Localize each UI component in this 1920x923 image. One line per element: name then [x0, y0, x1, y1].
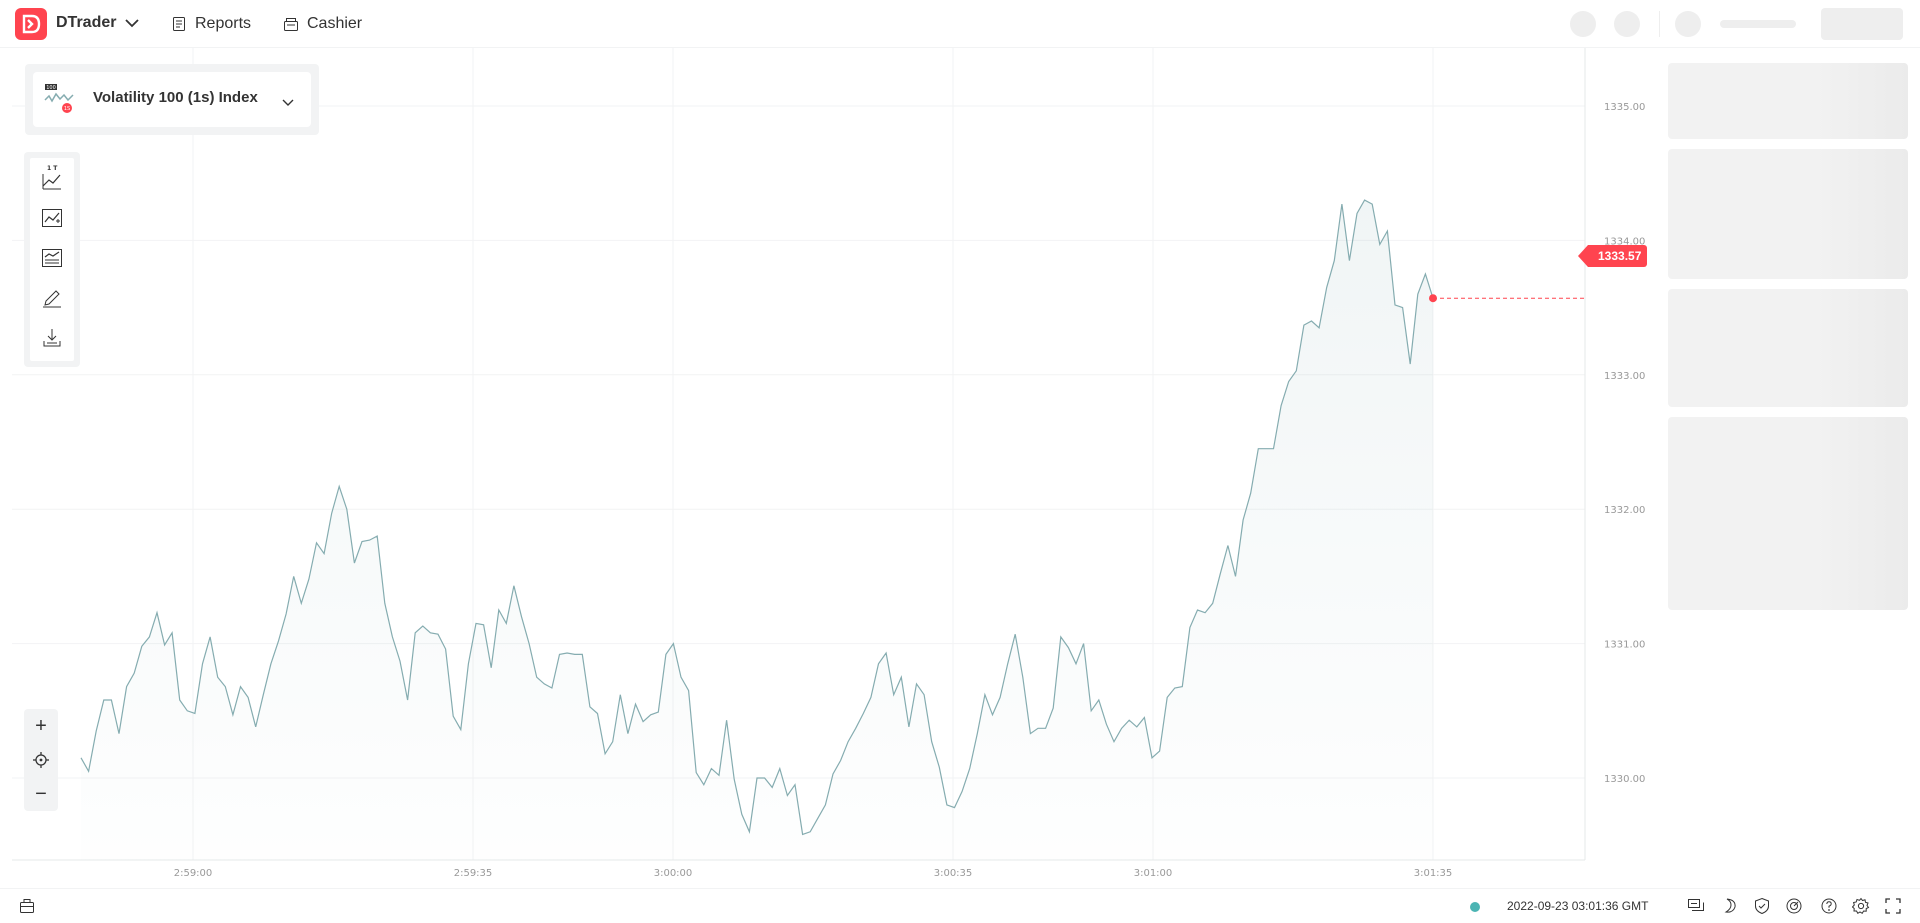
templates-button[interactable]	[30, 238, 74, 278]
x-tick-label: 3:01:00	[1134, 868, 1173, 879]
chart-type-button[interactable]: 1 T	[30, 158, 74, 198]
loading-placeholder-circle	[1570, 11, 1596, 37]
settings-icon[interactable]	[1852, 897, 1870, 915]
y-tick-label: 1335.00	[1604, 102, 1645, 113]
nav-reports-label: Reports	[195, 15, 252, 32]
loading-placeholder-panel	[1668, 149, 1908, 279]
chart-type-badge: 1 T	[47, 165, 58, 172]
drawing-tools-icon	[43, 290, 61, 308]
price-area-fill	[81, 200, 1433, 861]
app-switcher-label[interactable]: DTrader	[56, 14, 117, 31]
market-name: Volatility 100 (1s) Index	[93, 89, 258, 106]
chat-icon[interactable]	[1687, 897, 1705, 915]
loading-placeholder-panel	[1668, 417, 1908, 610]
nav-cashier-label: Cashier	[307, 15, 363, 32]
chart-canvas[interactable]: 1335.00 1334.00 1333.00 1332.00 1331.00 1330.…	[0, 48, 1660, 888]
loading-placeholder-avatar	[1675, 11, 1701, 37]
nav-reports-link[interactable]: Reports	[171, 12, 251, 36]
loading-placeholder-button	[1821, 8, 1903, 40]
current-price-marker	[1429, 294, 1437, 303]
zoom-in-button[interactable]: +	[24, 709, 58, 743]
loading-placeholder-panel	[1668, 289, 1908, 407]
volatility-index-icon: 100 1S	[44, 84, 74, 113]
x-tick-label: 2:59:00	[174, 868, 213, 879]
zoom-out-label: −	[35, 783, 47, 805]
drawing-tools-button[interactable]	[30, 278, 74, 318]
y-tick-label: 1334.00	[1604, 236, 1645, 247]
zoom-in-label: +	[35, 715, 47, 737]
zoom-reset-button[interactable]	[24, 743, 58, 777]
responsible-trading-icon[interactable]	[1785, 897, 1803, 915]
market-icon-number: 100	[46, 85, 56, 91]
x-tick-label: 3:01:35	[1414, 868, 1453, 879]
x-tick-label: 3:00:35	[934, 868, 973, 879]
y-tick-label: 1332.00	[1604, 505, 1645, 516]
chart-type-icon: 1 T	[42, 165, 61, 190]
zoom-controls: + −	[24, 709, 58, 811]
market-selector-inner[interactable]: 100 1S Volatility 100 (1s) Index	[33, 72, 311, 127]
indicators-icon	[42, 209, 62, 227]
shield-icon[interactable]	[1753, 897, 1771, 915]
loading-placeholder-balance	[1720, 20, 1796, 28]
y-tick-label: 1331.00	[1604, 640, 1645, 651]
help-icon[interactable]	[1820, 897, 1838, 915]
crosshair-icon	[33, 752, 49, 768]
zoom-out-button[interactable]: −	[24, 777, 58, 811]
cashier-icon	[284, 18, 298, 31]
fullscreen-icon[interactable]	[1884, 897, 1902, 915]
loading-placeholder-circle	[1614, 11, 1640, 37]
indicators-button[interactable]	[30, 198, 74, 238]
server-time: 2022-09-23 03:01:36 GMT	[1507, 899, 1649, 913]
x-tick-label: 2:59:35	[454, 868, 493, 879]
footer: 2022-09-23 03:01:36 GMT	[0, 888, 1920, 923]
chevron-down-icon[interactable]	[124, 15, 140, 31]
reports-icon	[173, 17, 185, 31]
x-tick-label: 3:00:00	[654, 868, 693, 879]
chart-toolbar-inner: 1 T	[30, 158, 74, 361]
connection-status-indicator	[1470, 902, 1480, 912]
market-selector[interactable]: 100 1S Volatility 100 (1s) Index	[25, 64, 319, 135]
current-price-tag: 1333.57	[1577, 245, 1648, 267]
dark-mode-icon[interactable]	[1721, 897, 1739, 915]
deriv-logo-icon[interactable]	[15, 8, 47, 40]
y-tick-label: 1333.00	[1604, 371, 1645, 382]
price-line	[80, 199, 1434, 836]
y-tick-label: 1330.00	[1604, 774, 1645, 785]
header-divider	[1659, 11, 1660, 37]
positions-icon[interactable]	[18, 897, 36, 915]
loading-placeholder-panel	[1668, 63, 1908, 139]
chevron-down-icon	[282, 99, 294, 106]
download-icon	[43, 329, 61, 347]
price-chart[interactable]: 1335.00 1334.00 1333.00 1332.00 1331.00 1330.…	[0, 48, 1660, 888]
chart-toolbar: 1 T	[24, 152, 80, 367]
top-header: DTrader Reports Cashier	[0, 0, 1920, 48]
market-icon-badge: 1S	[64, 106, 70, 112]
download-button[interactable]	[30, 318, 74, 358]
templates-icon	[42, 249, 62, 267]
nav-cashier-link[interactable]: Cashier	[283, 12, 362, 36]
